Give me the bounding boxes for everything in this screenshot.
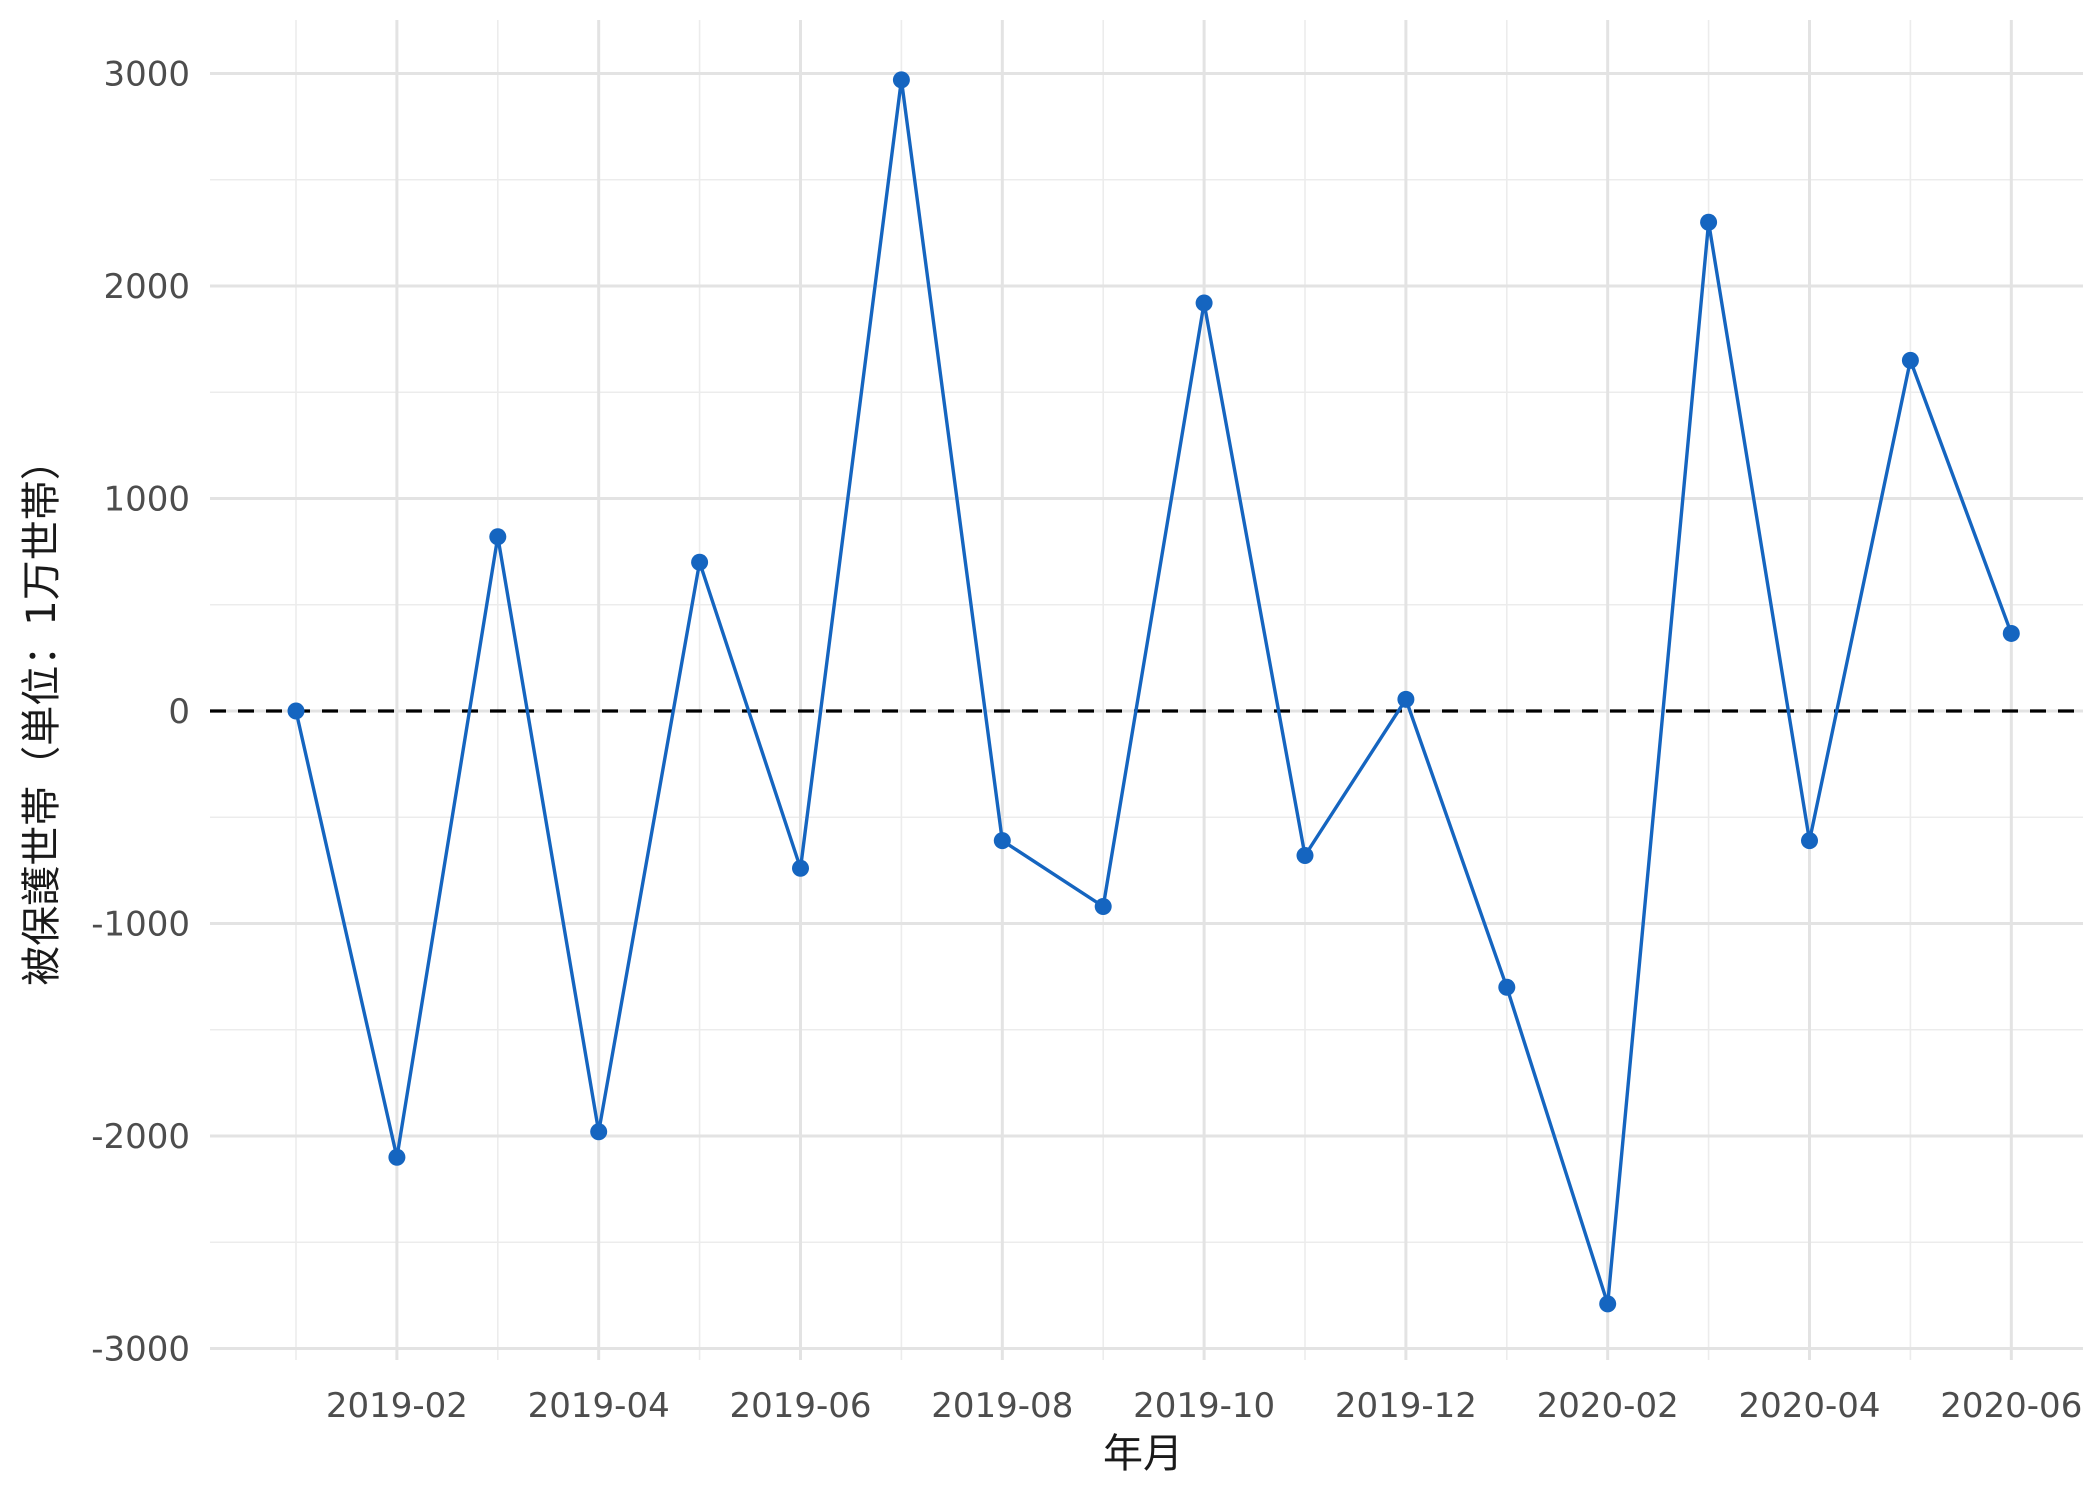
y-axis-title: 被保護世帯（単位：1万世帯） <box>19 440 65 985</box>
x-tick-label: 2019-08 <box>931 1386 1073 1426</box>
y-tick-label: 2000 <box>103 267 190 307</box>
major-gridlines <box>210 20 2083 1360</box>
y-tick-label: -1000 <box>91 905 190 945</box>
data-point <box>2002 624 2020 642</box>
y-tick-label: 3000 <box>103 55 190 95</box>
data-point <box>1498 978 1516 996</box>
x-axis-tick-labels: 2019-02 2019-04 2019-06 2019-08 2019-10 2019-… <box>326 1386 2082 1426</box>
y-axis-tick-labels: -3000 -2000 -1000 0 1000 2000 3000 <box>91 55 190 1370</box>
data-point <box>792 859 809 877</box>
data-points <box>287 71 2020 1313</box>
data-point <box>590 1123 608 1141</box>
x-tick-label: 2019-06 <box>729 1386 871 1426</box>
data-point <box>1599 1295 1617 1313</box>
data-point <box>1901 351 1919 369</box>
x-tick-label: 2019-12 <box>1335 1386 1477 1426</box>
x-tick-label: 2019-04 <box>528 1386 670 1426</box>
data-point <box>388 1148 406 1166</box>
data-point <box>489 528 507 546</box>
x-tick-label: 2019-10 <box>1133 1386 1275 1426</box>
data-point <box>993 832 1011 850</box>
x-tick-label: 2020-04 <box>1738 1386 1880 1426</box>
x-tick-label: 2020-06 <box>1940 1386 2082 1426</box>
x-tick-label: 2019-02 <box>326 1386 468 1426</box>
x-tick-label: 2020-02 <box>1537 1386 1679 1426</box>
series-line <box>294 78 2013 1306</box>
data-point <box>287 702 305 720</box>
data-point <box>1801 832 1818 850</box>
y-tick-label: 1000 <box>103 480 190 520</box>
y-tick-label: -3000 <box>91 1330 190 1370</box>
data-point <box>1700 213 1718 231</box>
data-point <box>1195 294 1213 312</box>
data-point <box>1094 898 1112 915</box>
y-tick-label: -2000 <box>91 1117 190 1157</box>
x-axis-title: 年月 <box>1103 1431 1183 1477</box>
data-point <box>691 553 709 571</box>
y-tick-label: 0 <box>168 692 190 732</box>
data-point <box>892 71 910 89</box>
data-point <box>1296 847 1314 864</box>
data-point <box>1397 690 1415 708</box>
